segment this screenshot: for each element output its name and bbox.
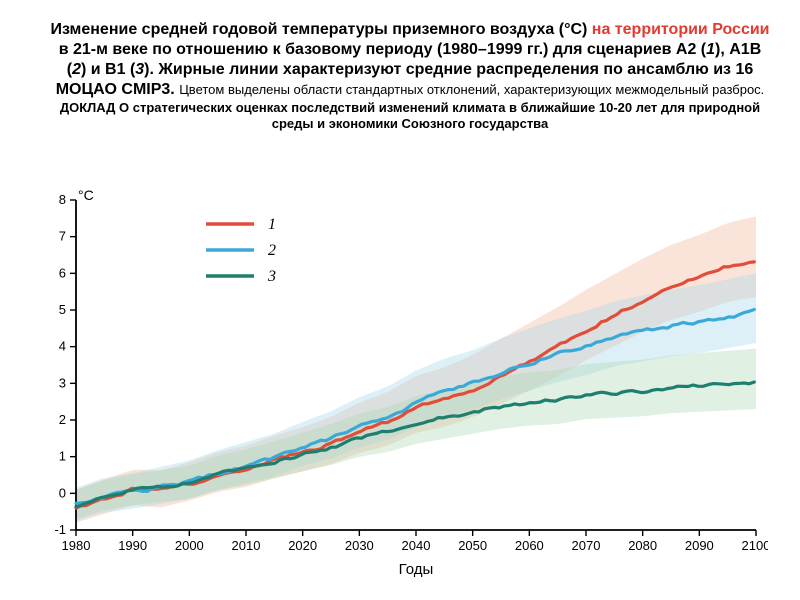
line-chart: -1 0 1 2 3 4 5 6 7 8 1980 1990 2000 2010 2020 2030 2040 2… [32, 190, 768, 582]
legend-label: 1 [268, 216, 276, 233]
x-tick-label: 2050 [458, 538, 487, 553]
x-tick-label: 2040 [402, 538, 431, 553]
legend-label: 2 [268, 242, 276, 259]
x-tick-label: 2090 [685, 538, 714, 553]
y-tick-label: 4 [59, 339, 66, 354]
x-tick-label: 2000 [175, 538, 204, 553]
y-tick-label: 8 [59, 192, 66, 207]
x-tick-label: 2030 [345, 538, 374, 553]
y-tick-label: 6 [59, 265, 66, 280]
title-italic: 1 [706, 41, 715, 58]
y-tick-label: 2 [59, 412, 66, 427]
x-tick-label: 2010 [232, 538, 261, 553]
y-tick-label: 0 [59, 485, 66, 500]
x-tick-label: 2100 [742, 538, 768, 553]
legend-label: 3 [267, 268, 276, 285]
title-subline: ДОКЛАД О стратегических оценках последст… [48, 100, 772, 133]
x-tick-label: 1990 [118, 538, 147, 553]
y-tick-label: -1 [54, 522, 66, 537]
title-italic: 3 [135, 61, 144, 78]
x-tick-label: 2070 [572, 538, 601, 553]
y-tick-label: 7 [59, 229, 66, 244]
chart-container: -1 0 1 2 3 4 5 6 7 8 1980 1990 2000 2010 2020 2030 2040 2… [32, 190, 768, 582]
title-highlight: на территории России [592, 21, 770, 38]
chart-title: Изменение средней годовой температуры пр… [48, 20, 772, 133]
y-unit-label: °C [78, 190, 94, 203]
title-segment: в 21-м веке по отношению к базовому пери… [59, 41, 706, 58]
title-italic: 2 [72, 61, 81, 78]
y-tick-label: 5 [59, 302, 66, 317]
title-footnote: Цветом выделены области стандартных откл… [179, 82, 764, 97]
y-tick-label: 1 [59, 449, 66, 464]
x-tick-label: 2020 [288, 538, 317, 553]
x-axis-label: Годы [399, 561, 434, 578]
x-tick-label: 2060 [515, 538, 544, 553]
y-tick-label: 3 [59, 375, 66, 390]
x-tick-label: 2080 [628, 538, 657, 553]
x-tick-label: 1980 [62, 538, 91, 553]
title-segment: ) и В1 ( [81, 61, 135, 78]
title-segment: Изменение средней годовой температуры пр… [50, 21, 591, 38]
